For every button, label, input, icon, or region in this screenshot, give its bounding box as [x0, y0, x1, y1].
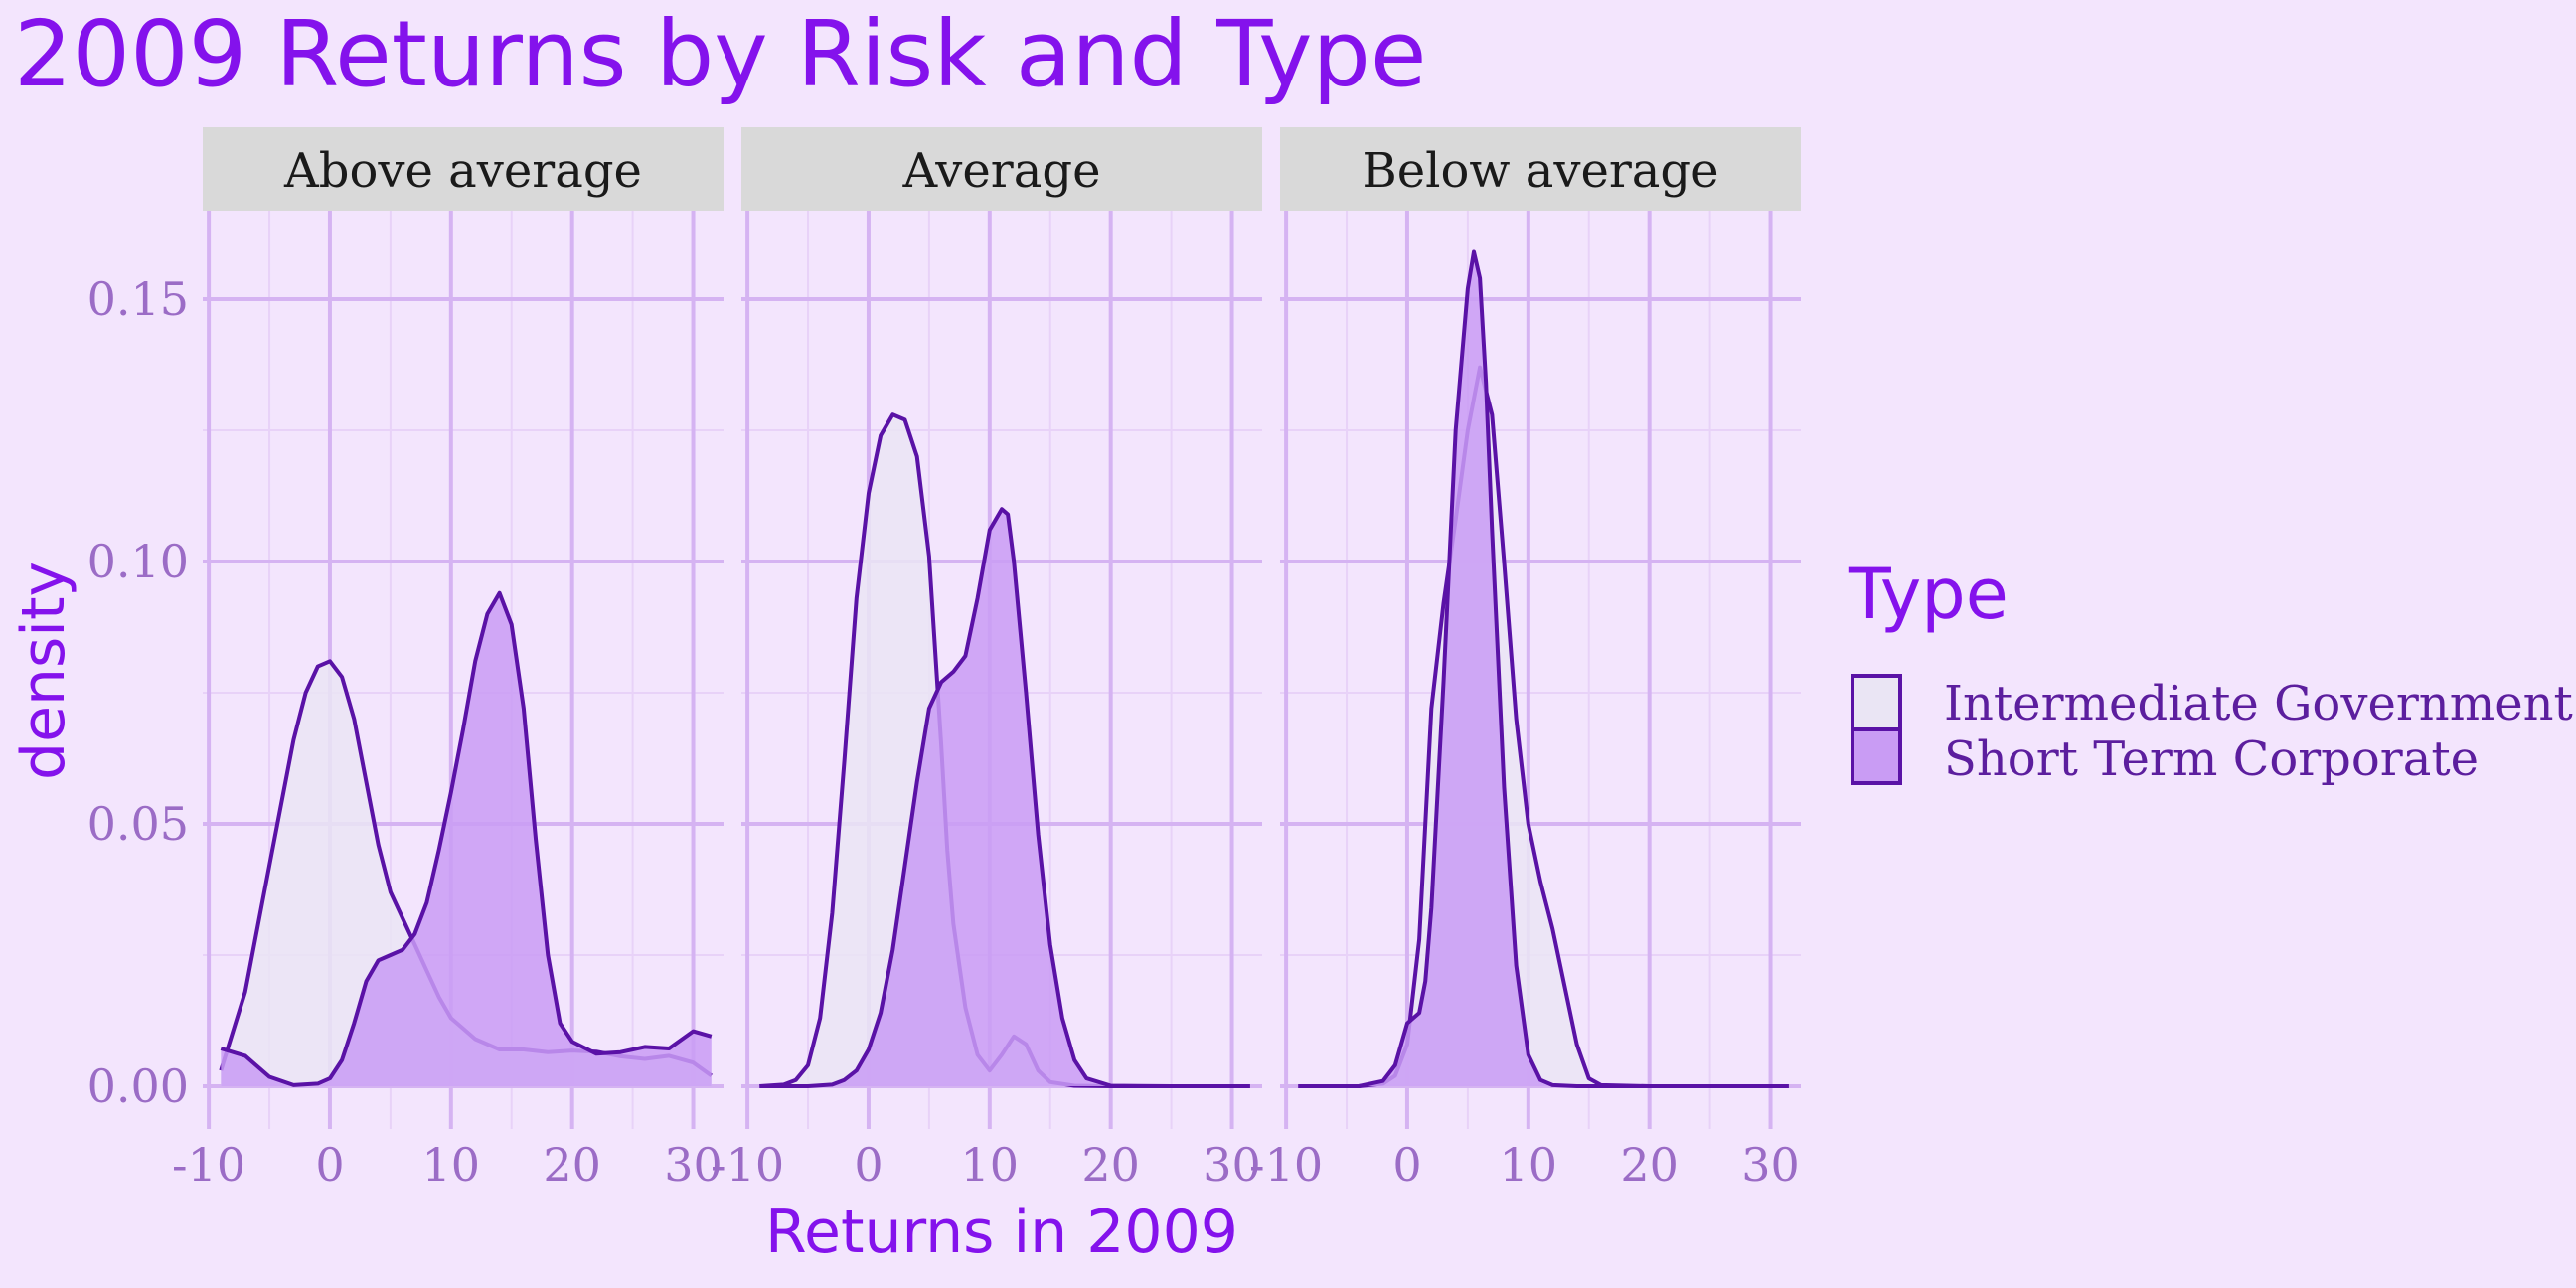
y-tick-label: 0.00 [87, 1059, 189, 1113]
x-tick-label: -10 [172, 1138, 245, 1192]
density-area-short-term-corporate [221, 592, 712, 1086]
facet-strip [1280, 127, 1801, 211]
y-axis-title: density [9, 562, 79, 780]
x-tick-label: 0 [315, 1138, 344, 1192]
y-tick-label: 0.05 [87, 797, 189, 851]
x-tick-label: 10 [961, 1138, 1020, 1192]
x-tick-label: 20 [543, 1138, 601, 1192]
y-tick-label: 0.10 [87, 535, 189, 588]
density-area-intermediate-government [1298, 367, 1789, 1087]
facet-strip-label: Average [902, 143, 1101, 199]
legend: Type Intermediate Government Short Term … [1848, 554, 2573, 787]
density-area-short-term-corporate [759, 509, 1250, 1086]
x-tick-label: 0 [854, 1138, 883, 1192]
chart-title: 2009 Returns by Risk and Type [14, 1, 1427, 107]
x-tick-label: -10 [711, 1138, 784, 1192]
density-area-intermediate-government [759, 414, 1250, 1086]
x-tick-label: 0 [1392, 1138, 1421, 1192]
facet-panel-above-average: Above average -10 0 10 20 30 [172, 127, 724, 1192]
x-tick-label: 30 [664, 1138, 723, 1192]
facet-strip [741, 127, 1262, 211]
facet-panel-below-average: Below average -10 0 10 20 30 [1249, 127, 1801, 1192]
legend-key-short-term-corporate [1851, 727, 1902, 785]
facet-panel-average: Average -10 0 10 20 30 [711, 127, 1262, 1192]
x-tick-label: 30 [1203, 1138, 1261, 1192]
density-line-short-term-corporate [220, 590, 713, 1087]
density-line-short-term-corporate [759, 507, 1250, 1088]
x-tick-label: 30 [1741, 1138, 1800, 1192]
density-area-intermediate-government [221, 661, 712, 1086]
legend-title: Type [1848, 554, 2009, 635]
facet-strip-label: Above average [283, 143, 642, 199]
x-tick-label: -10 [1249, 1138, 1323, 1192]
facet-strip-label: Below average [1362, 143, 1718, 199]
x-axis-title: Returns in 2009 [765, 1198, 1238, 1267]
legend-label-intermediate-government: Intermediate Government [1944, 676, 2573, 731]
legend-label-short-term-corporate: Short Term Corporate [1944, 731, 2479, 787]
facet-strip [203, 127, 724, 211]
y-tick-label: 0.15 [87, 272, 189, 326]
legend-key-intermediate-government [1851, 674, 1902, 731]
facet-panels: Above average -10 0 10 20 30 Average -10 0 10 20 30… [87, 127, 1801, 1192]
x-tick-label: 20 [1620, 1138, 1679, 1192]
x-tick-label: 10 [422, 1138, 481, 1192]
density-line-short-term-corporate [1298, 249, 1789, 1088]
x-tick-label: 10 [1500, 1138, 1558, 1192]
x-tick-label: 20 [1081, 1138, 1140, 1192]
